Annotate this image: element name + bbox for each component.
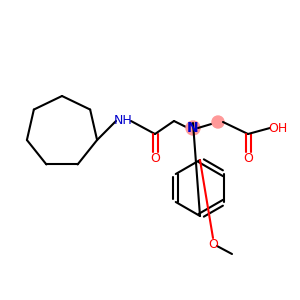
Text: N: N [187, 121, 199, 135]
Text: NH: NH [114, 115, 132, 128]
Text: O: O [208, 238, 218, 250]
Circle shape [186, 121, 200, 135]
Text: O: O [150, 152, 160, 166]
Text: O: O [243, 152, 253, 166]
Circle shape [212, 116, 224, 128]
Text: OH: OH [268, 122, 288, 134]
